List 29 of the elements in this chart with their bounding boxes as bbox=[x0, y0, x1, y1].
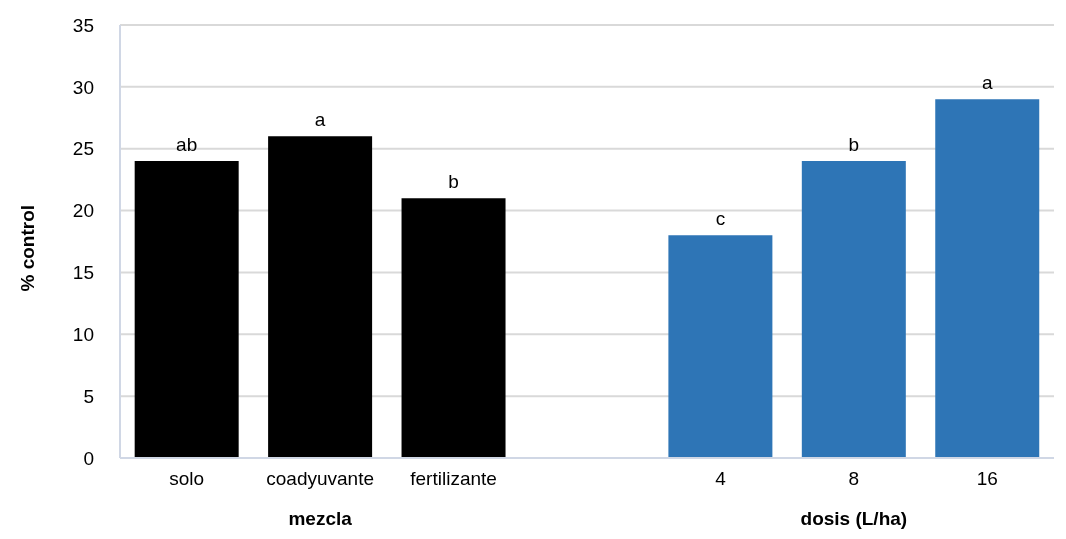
data-label: a bbox=[981, 72, 993, 94]
x-tick-label: coadyuvante bbox=[266, 468, 375, 490]
text: mezcla bbox=[288, 508, 352, 530]
data-label: b bbox=[448, 171, 459, 193]
x-tick-label: 16 bbox=[976, 468, 998, 490]
y-tick-label: 30 bbox=[72, 76, 94, 98]
x-tick-label: solo bbox=[169, 468, 205, 490]
bar bbox=[268, 136, 373, 458]
y-tick-label: 35 bbox=[72, 14, 94, 36]
data-label: c bbox=[715, 208, 726, 230]
text: dosis (L/ha) bbox=[800, 508, 908, 530]
bar bbox=[401, 198, 506, 458]
bar bbox=[935, 99, 1040, 458]
x-tick-label: fertilizante bbox=[410, 468, 497, 490]
data-label: b bbox=[848, 134, 860, 156]
y-tick-label: 15 bbox=[72, 262, 94, 284]
y-tick-label: 10 bbox=[72, 324, 94, 346]
y-axis-title: % control bbox=[16, 204, 38, 292]
bar bbox=[668, 235, 773, 458]
x-tick-label: 8 bbox=[848, 468, 860, 490]
bar bbox=[801, 161, 906, 458]
y-tick-label: 20 bbox=[72, 200, 94, 222]
data-label: a bbox=[314, 109, 326, 131]
y-tick-label: 0 bbox=[83, 447, 94, 469]
x-tick-label: 4 bbox=[715, 468, 727, 490]
y-tick-label: 25 bbox=[72, 138, 94, 160]
bar bbox=[134, 161, 239, 458]
data-label: ab bbox=[176, 134, 198, 156]
y-tick-label: 5 bbox=[83, 385, 94, 407]
